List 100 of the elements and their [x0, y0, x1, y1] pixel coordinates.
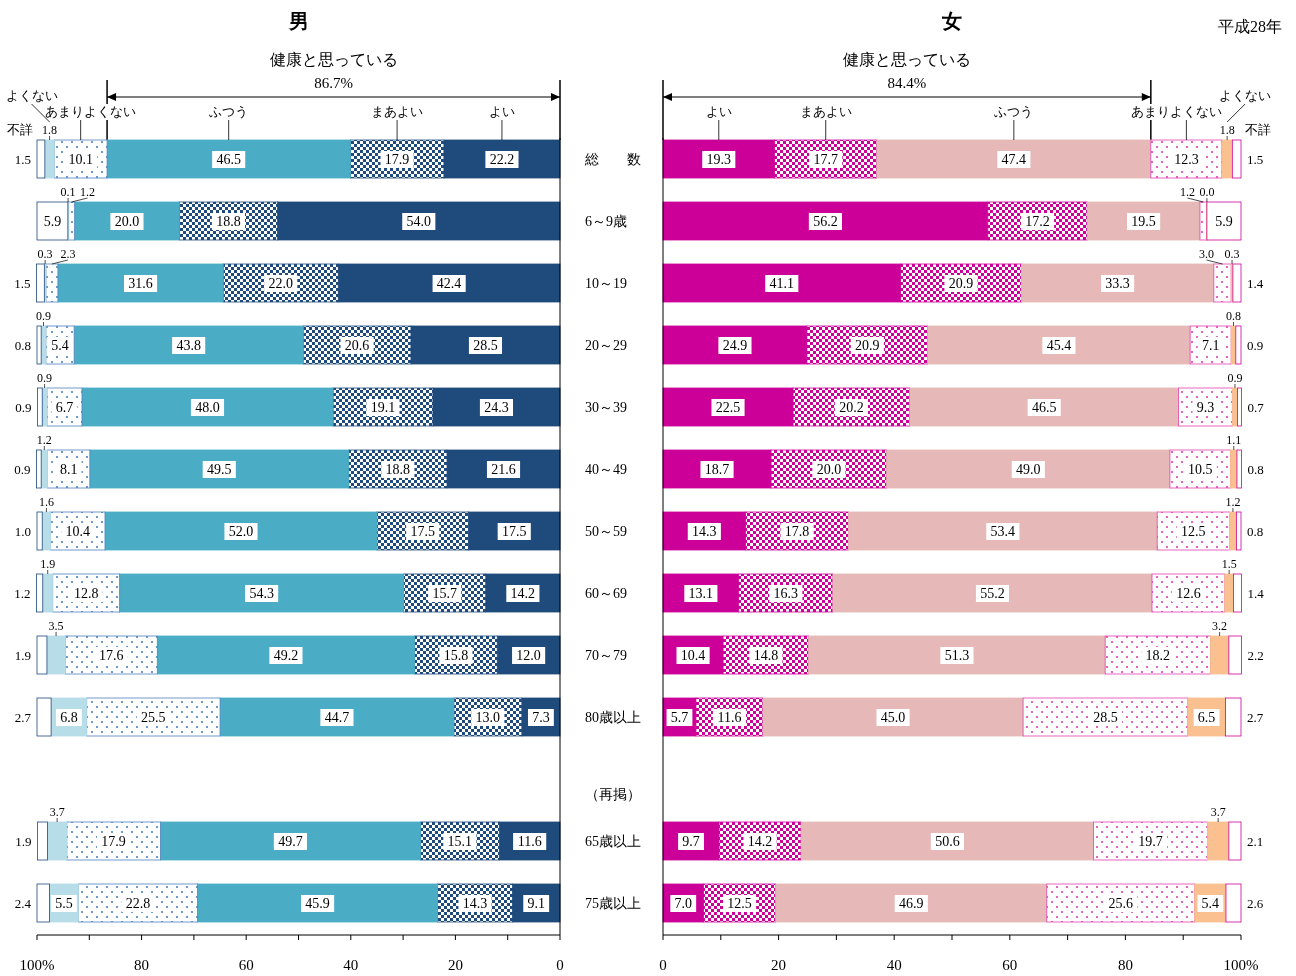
data-label: 1.9	[40, 557, 56, 571]
data-label: 1.5	[1221, 557, 1237, 571]
data-label: 45.4	[1046, 338, 1072, 353]
chart-title: 女	[941, 10, 962, 32]
data-label: 1.4	[1247, 586, 1265, 601]
data-label: 11.6	[517, 834, 542, 849]
x-tick-label: 0	[556, 957, 564, 973]
y-tick-label: 50～59	[585, 524, 627, 539]
data-label: 1.0	[14, 524, 31, 539]
data-label: 12.6	[1176, 586, 1201, 601]
y-tick-label: 75歳以上	[585, 896, 641, 911]
data-label: 6.7	[55, 400, 74, 415]
data-label: 12.0	[516, 648, 541, 663]
text: 健康と思っている	[269, 51, 398, 68]
series-label: よい	[488, 104, 515, 119]
data-label: 6.8	[60, 710, 78, 725]
data-label: 1.5	[14, 152, 31, 167]
data-label: 2.7	[14, 710, 32, 725]
y-tick-label: 40～49	[585, 462, 627, 477]
series-label: まあよい	[799, 104, 852, 119]
data-label: 22.0	[268, 276, 293, 291]
data-label: 17.6	[99, 648, 124, 663]
data-label: 21.6	[491, 462, 516, 477]
data-label: 22.5	[715, 400, 741, 415]
data-label: 54.0	[406, 214, 432, 229]
data-label: 10.4	[65, 524, 91, 539]
data-label: 17.9	[101, 834, 126, 849]
data-label: 19.7	[1138, 834, 1163, 849]
data-label: 11.6	[717, 710, 742, 725]
data-label: 2.1	[1247, 834, 1264, 849]
data-label: 43.8	[176, 338, 201, 353]
data-label: 20.0	[114, 214, 140, 229]
data-label: 17.2	[1025, 214, 1050, 229]
data-label: 1.9	[15, 834, 32, 849]
text: 84.4%	[887, 75, 927, 91]
y-tick-label: 70～79	[585, 648, 627, 663]
data-label: 28.5	[473, 338, 498, 353]
text: 86.7%	[314, 75, 353, 91]
data-label: 0.9	[1247, 338, 1264, 353]
data-label: 18.2	[1145, 648, 1171, 663]
data-label: 51.3	[944, 648, 970, 663]
data-label: 14.3	[692, 524, 717, 539]
data-label: 18.7	[704, 462, 730, 477]
y-tick-label: 65歳以上	[585, 834, 641, 849]
data-label: 15.1	[447, 834, 473, 849]
x-tick-label: 100%	[19, 957, 55, 973]
data-label: 0.1	[60, 185, 76, 199]
data-label: 14.8	[753, 648, 779, 663]
data-label: 1.2	[80, 185, 96, 199]
data-label: 41.1	[769, 276, 795, 291]
data-label: 0.9	[1227, 371, 1243, 385]
data-label: 12.3	[1174, 152, 1199, 167]
data-label: 55.2	[980, 586, 1005, 601]
data-label: 0.9	[37, 371, 53, 385]
series-label: よい	[705, 104, 732, 119]
data-label: 9.7	[682, 834, 700, 849]
data-label: 17.5	[501, 524, 527, 539]
data-label: 1.4	[1247, 276, 1264, 291]
data-label: 25.6	[1108, 896, 1134, 911]
y-tick-label: 10～19	[585, 276, 627, 291]
data-label: 54.3	[249, 586, 274, 601]
data-label: 48.0	[195, 400, 220, 415]
data-label: 14.2	[747, 834, 773, 849]
x-tick-label: 40	[343, 957, 359, 973]
data-label: 46.9	[899, 896, 924, 911]
data-label: 1.8	[42, 123, 58, 137]
data-label: 1.8	[1219, 123, 1235, 137]
y-tick-label: 総 数	[584, 152, 641, 167]
data-label: 28.5	[1093, 710, 1118, 725]
data-label: 45.0	[880, 710, 906, 725]
data-label: 0.3	[1224, 247, 1240, 261]
data-label: 46.5	[1031, 400, 1057, 415]
data-label: 1.6	[38, 495, 54, 509]
data-label: 1.9	[14, 648, 31, 663]
data-label: 45.9	[305, 896, 330, 911]
data-label: 15.8	[443, 648, 469, 663]
data-label: 1.5	[1247, 152, 1264, 167]
x-tick-label: 80	[1117, 957, 1133, 973]
text: 平成28年	[1218, 18, 1282, 35]
y-tick-label: 60～69	[585, 586, 627, 601]
data-label: 5.4	[1201, 896, 1220, 911]
data-label: 24.3	[484, 400, 509, 415]
chart-title: 男	[287, 10, 309, 32]
data-label: 1.2	[14, 586, 31, 601]
data-label: 17.9	[384, 152, 410, 167]
data-label: 10.4	[680, 648, 706, 663]
data-label: 50.6	[935, 834, 960, 849]
data-label: 17.7	[813, 152, 838, 167]
data-label: 10.5	[1188, 462, 1213, 477]
data-label: 0.9	[14, 462, 31, 477]
data-label: 1.2	[1179, 185, 1195, 199]
data-label: 10.1	[68, 152, 93, 167]
data-label: 5.4	[51, 338, 69, 353]
data-label: 19.1	[370, 400, 396, 415]
data-label: 2.2	[1247, 648, 1264, 663]
data-label: 49.2	[273, 648, 299, 663]
data-label: 15.7	[432, 586, 457, 601]
data-label: 0.8	[14, 338, 31, 353]
data-label: 2.3	[60, 247, 76, 261]
data-label: 24.9	[722, 338, 748, 353]
